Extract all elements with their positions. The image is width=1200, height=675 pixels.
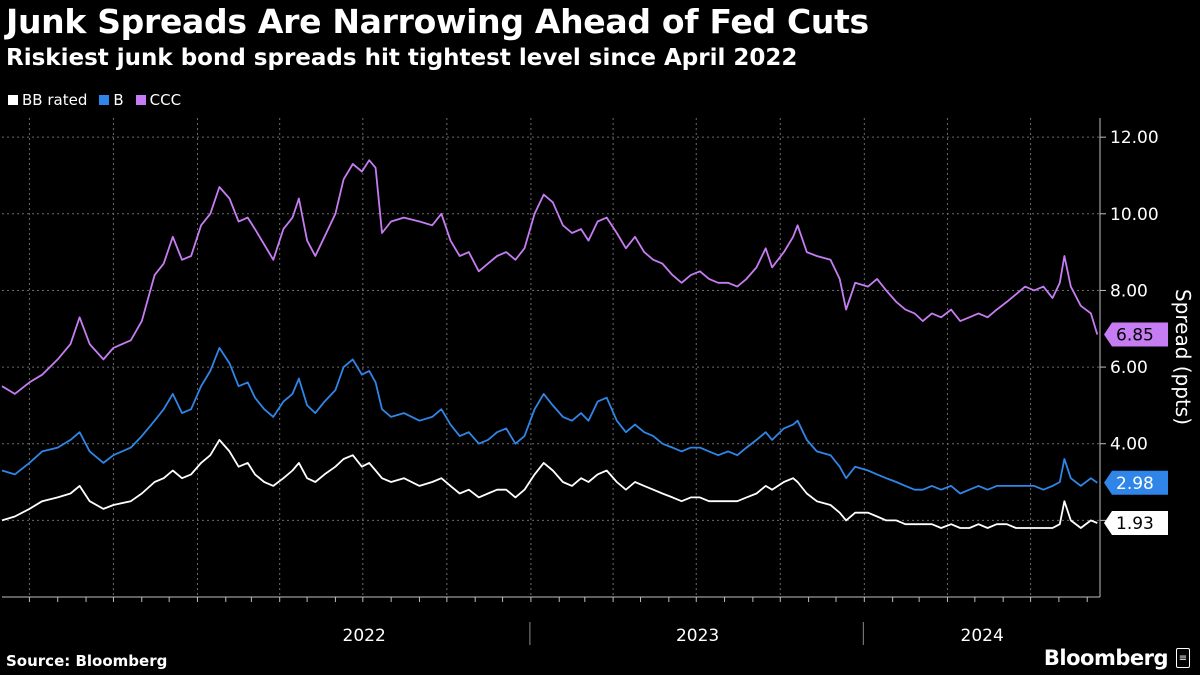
- value-tag-b: [1104, 470, 1168, 495]
- x-tick-label: 2022: [343, 626, 386, 646]
- series-line-bb-rated: [1, 439, 1098, 529]
- y-tick-label: 10.00: [1110, 205, 1159, 225]
- legend-label-bb: BB rated: [22, 91, 88, 109]
- legend-item-b: B: [99, 91, 124, 109]
- legend-label-b: B: [113, 91, 124, 109]
- source-note: Source: Bloomberg: [6, 652, 168, 670]
- legend: BB rated B CCC: [8, 91, 181, 109]
- value-tag-ccc: [1104, 322, 1168, 347]
- chart-title: Junk Spreads Are Narrowing Ahead of Fed …: [6, 2, 869, 41]
- value-tag-label: 6.85: [1116, 326, 1154, 346]
- y-tick-label: 8.00: [1110, 281, 1148, 301]
- y-tick-label: 12.00: [1110, 128, 1159, 148]
- x-tick-label: 2024: [961, 626, 1004, 646]
- brand: Bloomberg ≡: [1044, 646, 1190, 670]
- series-line-b: [1, 347, 1098, 495]
- legend-item-bb: BB rated: [8, 91, 87, 109]
- legend-swatch-bb: [8, 95, 18, 105]
- legend-item-ccc: CCC: [135, 91, 182, 109]
- legend-label-ccc: CCC: [149, 91, 182, 109]
- y-tick-label: 6.00: [1110, 358, 1148, 378]
- x-tick-label: 2023: [676, 626, 719, 646]
- document-icon: ≡: [1176, 648, 1190, 668]
- y-axis-label: Spread (ppts): [1171, 289, 1195, 425]
- value-tag-bb-rated: [1104, 511, 1168, 536]
- value-tag-label: 1.93: [1116, 514, 1154, 534]
- bloomberg-logo: Bloomberg: [1043, 646, 1169, 670]
- legend-swatch-ccc: [135, 95, 146, 105]
- series-line-ccc: [1, 159, 1099, 395]
- value-tag-label: 2.98: [1116, 474, 1154, 494]
- legend-swatch-b: [99, 95, 110, 105]
- chart-subtitle: Riskiest junk bond spreads hit tightest …: [6, 45, 798, 71]
- y-tick-label: 4.00: [1110, 435, 1148, 455]
